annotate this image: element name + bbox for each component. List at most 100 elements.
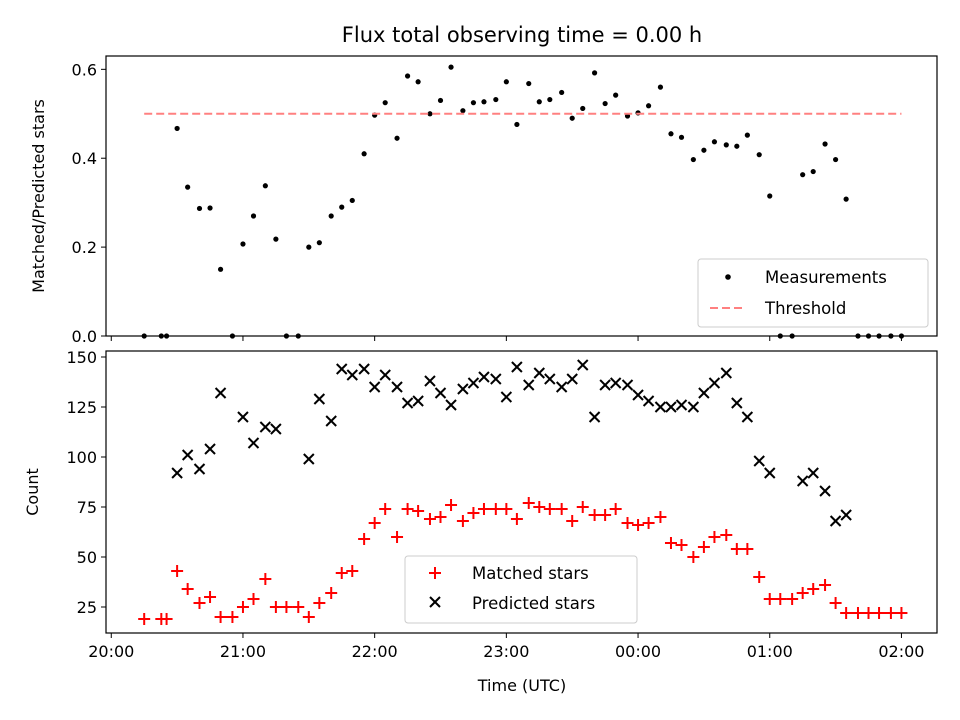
matched-stars-point bbox=[247, 593, 260, 605]
measurements-point bbox=[460, 108, 466, 114]
matched-stars-point bbox=[796, 587, 809, 599]
matched-stars-point bbox=[204, 591, 217, 603]
matched-stars-point bbox=[543, 503, 556, 515]
matched-stars-point bbox=[588, 509, 601, 521]
bottom-y-tick-label: 125 bbox=[66, 398, 97, 417]
predicted-stars-point bbox=[840, 509, 852, 521]
measurements-point bbox=[690, 156, 696, 163]
measurements-point bbox=[843, 196, 849, 202]
predicted-stars-point bbox=[358, 363, 370, 375]
predicted-stars-point bbox=[687, 401, 700, 413]
measurements-point bbox=[514, 121, 520, 128]
bottom-y-axis-label: Count bbox=[23, 468, 42, 516]
measurements-point bbox=[503, 79, 509, 85]
predicted-stars-point bbox=[511, 361, 523, 373]
predicted-stars-point bbox=[642, 395, 655, 407]
matched-stars-point bbox=[819, 579, 832, 591]
matched-stars-point bbox=[664, 537, 677, 549]
matched-stars-point bbox=[807, 583, 820, 595]
measurements-point bbox=[185, 184, 191, 190]
predicted-stars-point bbox=[764, 467, 776, 479]
predicted-stars-point bbox=[171, 467, 183, 479]
predicted-stars-point bbox=[720, 367, 732, 379]
measurements-point bbox=[734, 143, 740, 149]
matched-stars-point bbox=[368, 517, 381, 529]
measurements-point bbox=[701, 147, 707, 153]
predicted-stars-point bbox=[181, 449, 194, 461]
matched-stars-point bbox=[884, 607, 897, 619]
measurements-point bbox=[427, 111, 433, 117]
matched-stars-point bbox=[445, 499, 458, 511]
matched-stars-point bbox=[786, 593, 799, 605]
measurements-point bbox=[526, 80, 532, 87]
measurements-point bbox=[415, 79, 421, 85]
top-y-tick-label: 0.6 bbox=[72, 60, 97, 79]
measurements-point bbox=[217, 266, 224, 272]
top-y-tick-label: 0.2 bbox=[72, 238, 97, 257]
measurements-point bbox=[559, 89, 565, 96]
x-tick-label: 01:00 bbox=[747, 642, 793, 661]
measurements-point bbox=[437, 97, 444, 104]
predicted-stars-point bbox=[599, 379, 611, 391]
predicted-stars-point bbox=[346, 369, 358, 381]
matched-stars-point bbox=[226, 611, 239, 623]
matched-stars-point bbox=[599, 509, 612, 521]
predicted-stars-point bbox=[313, 393, 326, 405]
predicted-stars-point bbox=[555, 381, 568, 393]
matched-stars-point bbox=[193, 597, 206, 609]
measurements-point bbox=[723, 142, 729, 148]
measurements-point bbox=[613, 92, 619, 98]
matched-stars-point bbox=[477, 503, 490, 515]
measurements-point bbox=[470, 100, 477, 106]
matched-stars-point bbox=[292, 601, 305, 613]
measurements-point bbox=[394, 135, 400, 141]
matched-stars-point bbox=[510, 513, 523, 525]
predicted-stars-point bbox=[270, 423, 282, 435]
predicted-stars-point bbox=[193, 463, 206, 475]
predicted-stars-point bbox=[259, 421, 272, 433]
measurements-point bbox=[250, 213, 257, 219]
matched-stars-point bbox=[840, 607, 853, 619]
matched-stars-point bbox=[708, 531, 721, 543]
predicted-legend-label: Predicted stars bbox=[472, 594, 595, 613]
matched-stars-point bbox=[687, 551, 700, 563]
predicted-stars-point bbox=[731, 397, 743, 409]
predicted-stars-point bbox=[237, 411, 249, 423]
bottom-axes-group: 25 50 75 100 125 150 20:00 21:00 22:00 23:00 00:00… bbox=[66, 348, 924, 661]
matched-stars-point bbox=[730, 543, 743, 555]
top-legend-box bbox=[697, 258, 929, 328]
predicted-stars-point bbox=[412, 395, 424, 407]
measurements-point bbox=[382, 100, 388, 106]
measurements-point bbox=[339, 204, 345, 210]
matched-stars-point bbox=[654, 511, 667, 523]
measurements-point bbox=[493, 96, 499, 103]
measurements-point bbox=[657, 84, 664, 90]
measurements-point bbox=[328, 213, 334, 219]
matched-stars-point bbox=[862, 607, 875, 619]
matched-legend-label: Matched stars bbox=[472, 564, 589, 583]
x-axis-label: Time (UTC) bbox=[477, 676, 566, 695]
predicted-stars-point bbox=[577, 359, 589, 371]
matched-stars-point bbox=[423, 513, 436, 525]
matched-stars-point bbox=[269, 601, 282, 613]
measurements-point bbox=[316, 240, 322, 246]
top-y-tick-label: 0.4 bbox=[72, 149, 97, 168]
matched-stars-point bbox=[621, 517, 634, 529]
matched-stars-point bbox=[467, 507, 480, 519]
matched-stars-point bbox=[555, 503, 568, 515]
predicted-stars-point bbox=[523, 379, 535, 391]
bottom-y-tick-label: 150 bbox=[66, 348, 97, 367]
measurements-point bbox=[668, 131, 674, 137]
predicted-stars-point bbox=[708, 377, 721, 389]
predicted-stars-point bbox=[325, 415, 337, 427]
predicted-stars-point bbox=[753, 455, 765, 467]
x-tick-label: 22:00 bbox=[352, 642, 398, 661]
measurements-point bbox=[174, 125, 180, 132]
predicted-legend-marker bbox=[429, 596, 441, 608]
predicted-stars-point bbox=[632, 389, 644, 401]
predicted-stars-point bbox=[424, 375, 436, 387]
predicted-stars-point bbox=[698, 387, 710, 399]
predicted-stars-point bbox=[379, 369, 391, 381]
measurements-point bbox=[536, 99, 542, 105]
matched-stars-point bbox=[379, 503, 392, 515]
